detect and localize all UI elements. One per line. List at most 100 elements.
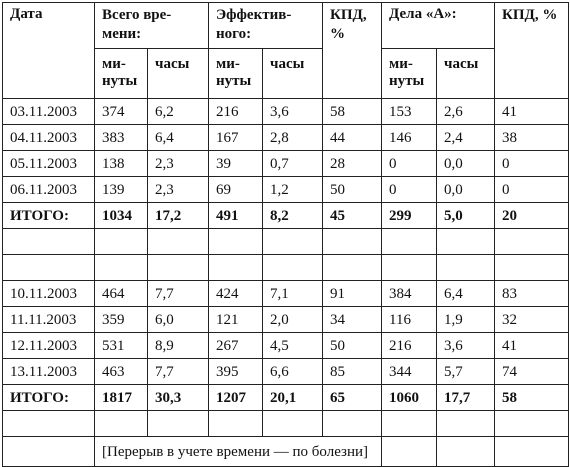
value-cell: 1817 bbox=[94, 384, 148, 411]
header-kpd-1: КПД, % bbox=[322, 2, 382, 99]
date-cell: 06.11.2003 bbox=[2, 176, 95, 203]
header-effective: Эффектив-ного: bbox=[208, 2, 323, 49]
empty-cell bbox=[436, 254, 495, 281]
value-cell: 0 bbox=[381, 150, 437, 177]
empty-cell bbox=[381, 254, 437, 281]
empty-cell bbox=[322, 410, 382, 437]
value-cell: 1,9 bbox=[436, 306, 495, 333]
value-cell: 267 bbox=[208, 332, 263, 359]
empty-cell bbox=[494, 410, 569, 437]
date-cell: 12.11.2003 bbox=[2, 332, 95, 359]
empty-row bbox=[2, 228, 569, 255]
value-cell: 153 bbox=[381, 98, 437, 125]
value-cell: 0 bbox=[381, 176, 437, 203]
value-cell: 2,4 bbox=[436, 124, 495, 151]
empty-cell bbox=[494, 436, 569, 467]
illness-note: [Перерыв в учете времени — по болезни] bbox=[94, 436, 382, 467]
value-cell: 6,2 bbox=[147, 98, 209, 125]
date-cell: 13.11.2003 bbox=[2, 358, 95, 385]
value-cell: 41 bbox=[494, 98, 569, 125]
value-cell: 50 bbox=[322, 176, 382, 203]
note-row: [Перерыв в учете времени — по болезни] bbox=[2, 436, 569, 467]
total-label: ИТОГО: bbox=[2, 202, 95, 229]
value-cell: 139 bbox=[94, 176, 148, 203]
value-cell: 464 bbox=[94, 280, 148, 307]
value-cell: 383 bbox=[94, 124, 148, 151]
subheader-hours: часы bbox=[262, 48, 323, 99]
empty-cell bbox=[436, 410, 495, 437]
total-label: ИТОГО: bbox=[2, 384, 95, 411]
value-cell: 0,0 bbox=[436, 176, 495, 203]
date-cell: 05.11.2003 bbox=[2, 150, 95, 177]
table-row: 12.11.2003 531 8,9 267 4,5 50 216 3,6 41 bbox=[2, 332, 569, 359]
value-cell: 7,1 bbox=[262, 280, 323, 307]
value-cell: 5,7 bbox=[436, 358, 495, 385]
value-cell: 299 bbox=[381, 202, 437, 229]
empty-cell bbox=[381, 228, 437, 255]
value-cell: 121 bbox=[208, 306, 263, 333]
value-cell: 58 bbox=[494, 384, 569, 411]
date-cell: 11.11.2003 bbox=[2, 306, 95, 333]
value-cell: 2,0 bbox=[262, 306, 323, 333]
header-kpd-2: КПД, % bbox=[494, 2, 569, 99]
empty-cell bbox=[208, 254, 263, 281]
subheader-minutes: ми-нуты bbox=[94, 48, 148, 99]
value-cell: 2,3 bbox=[147, 176, 209, 203]
value-cell: 424 bbox=[208, 280, 263, 307]
empty-cell bbox=[94, 410, 148, 437]
value-cell: 216 bbox=[208, 98, 263, 125]
empty-cell bbox=[208, 410, 263, 437]
value-cell: 50 bbox=[322, 332, 382, 359]
table-row: 11.11.2003 359 6,0 121 2,0 34 116 1,9 32 bbox=[2, 306, 569, 333]
value-cell: 20,1 bbox=[262, 384, 323, 411]
value-cell: 4,5 bbox=[262, 332, 323, 359]
value-cell: 216 bbox=[381, 332, 437, 359]
value-cell: 2,3 bbox=[147, 150, 209, 177]
value-cell: 6,4 bbox=[436, 280, 495, 307]
value-cell: 45 bbox=[322, 202, 382, 229]
date-cell: 04.11.2003 bbox=[2, 124, 95, 151]
empty-cell bbox=[436, 228, 495, 255]
value-cell: 2,8 bbox=[262, 124, 323, 151]
value-cell: 17,2 bbox=[147, 202, 209, 229]
value-cell: 28 bbox=[322, 150, 382, 177]
header-total-time: Всего вре-мени: bbox=[94, 2, 209, 49]
empty-cell bbox=[147, 410, 209, 437]
empty-cell bbox=[436, 436, 495, 467]
value-cell: 5,0 bbox=[436, 202, 495, 229]
value-cell: 58 bbox=[322, 98, 382, 125]
empty-cell bbox=[381, 436, 437, 467]
value-cell: 3,6 bbox=[262, 98, 323, 125]
value-cell: 531 bbox=[94, 332, 148, 359]
value-cell: 0 bbox=[494, 150, 569, 177]
value-cell: 7,7 bbox=[147, 358, 209, 385]
value-cell: 491 bbox=[208, 202, 263, 229]
value-cell: 74 bbox=[494, 358, 569, 385]
table-row: 04.11.2003 383 6,4 167 2,8 44 146 2,4 38 bbox=[2, 124, 569, 151]
value-cell: 8,2 bbox=[262, 202, 323, 229]
date-cell: 03.11.2003 bbox=[2, 98, 95, 125]
date-cell: 10.11.2003 bbox=[2, 280, 95, 307]
value-cell: 374 bbox=[94, 98, 148, 125]
value-cell: 0,7 bbox=[262, 150, 323, 177]
total-row: ИТОГО: 1034 17,2 491 8,2 45 299 5,0 20 bbox=[2, 202, 569, 229]
value-cell: 69 bbox=[208, 176, 263, 203]
value-cell: 395 bbox=[208, 358, 263, 385]
table-row: 06.11.2003 139 2,3 69 1,2 50 0 0,0 0 bbox=[2, 176, 569, 203]
value-cell: 41 bbox=[494, 332, 569, 359]
value-cell: 38 bbox=[494, 124, 569, 151]
empty-cell bbox=[147, 254, 209, 281]
empty-cell bbox=[94, 228, 148, 255]
value-cell: 6,0 bbox=[147, 306, 209, 333]
empty-cell bbox=[147, 228, 209, 255]
value-cell: 138 bbox=[94, 150, 148, 177]
value-cell: 146 bbox=[381, 124, 437, 151]
value-cell: 1207 bbox=[208, 384, 263, 411]
value-cell: 359 bbox=[94, 306, 148, 333]
table-row: 03.11.2003 374 6,2 216 3,6 58 153 2,6 41 bbox=[2, 98, 569, 125]
empty-cell bbox=[494, 254, 569, 281]
empty-cell bbox=[208, 228, 263, 255]
header-date: Дата bbox=[2, 2, 95, 99]
